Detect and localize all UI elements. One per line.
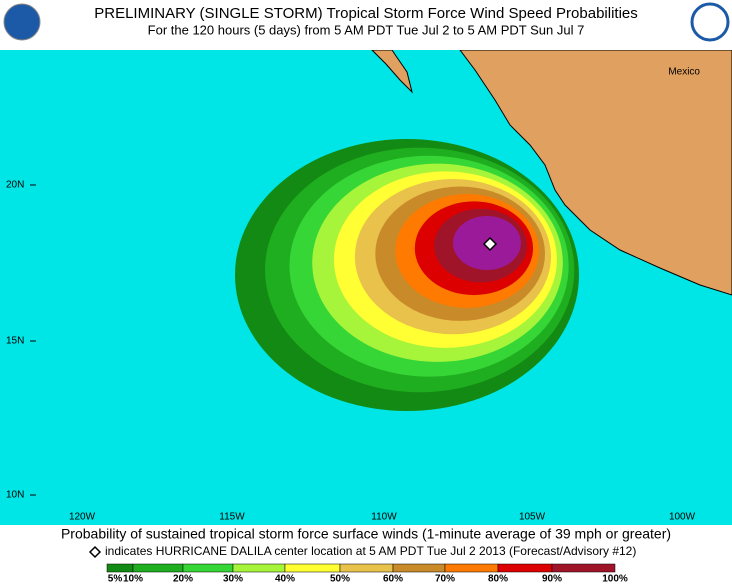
legend-swatch <box>497 563 553 573</box>
latitude-label: 10N <box>6 490 24 501</box>
baja-california <box>371 50 413 94</box>
legend-label: 10% <box>123 574 143 584</box>
legend-label: 30% <box>223 574 243 584</box>
center-note: indicates HURRICANE DALILA center locati… <box>105 544 636 558</box>
center-symbol <box>88 545 102 559</box>
longitude-label: 120W <box>69 512 96 523</box>
legend-swatch <box>232 563 286 573</box>
legend-label: 40% <box>275 574 295 584</box>
storm-center <box>482 236 498 252</box>
probability-contours <box>235 139 579 411</box>
longitude-label: 115W <box>219 512 245 523</box>
title: PRELIMINARY (SINGLE STORM) Tropical Stor… <box>94 5 638 22</box>
legend-swatch <box>106 563 134 573</box>
legend-label: 80% <box>488 574 508 584</box>
longitude-label: 100W <box>669 512 696 523</box>
legend-swatch <box>392 563 446 573</box>
latitude-label: 15N <box>6 336 24 347</box>
legend-label: 100% <box>602 574 628 584</box>
caption: Probability of sustained tropical storm … <box>61 526 671 542</box>
legend-swatch <box>551 563 616 573</box>
legend-swatch <box>182 563 234 573</box>
legend-label: 50% <box>330 574 350 584</box>
place-label: Mexico <box>668 67 700 78</box>
nws-logo <box>690 2 730 42</box>
longitude-label: 110W <box>371 512 397 523</box>
noaa-logo <box>3 3 41 41</box>
legend-label: 60% <box>383 574 403 584</box>
latitude-label: 20N <box>6 180 24 191</box>
subtitle: For the 120 hours (5 days) from 5 AM PDT… <box>148 22 585 37</box>
legend-label: 5% <box>108 574 123 584</box>
legend-label: 70% <box>435 574 455 584</box>
legend-swatch <box>444 563 499 573</box>
legend-swatch <box>132 563 184 573</box>
longitude-label: 105W <box>519 512 546 523</box>
legend-swatch <box>284 563 341 573</box>
legend-swatch <box>339 563 394 573</box>
legend-label: 20% <box>173 574 193 584</box>
legend-label: 90% <box>542 574 562 584</box>
mexico-mainland <box>459 50 732 296</box>
land <box>371 50 732 296</box>
